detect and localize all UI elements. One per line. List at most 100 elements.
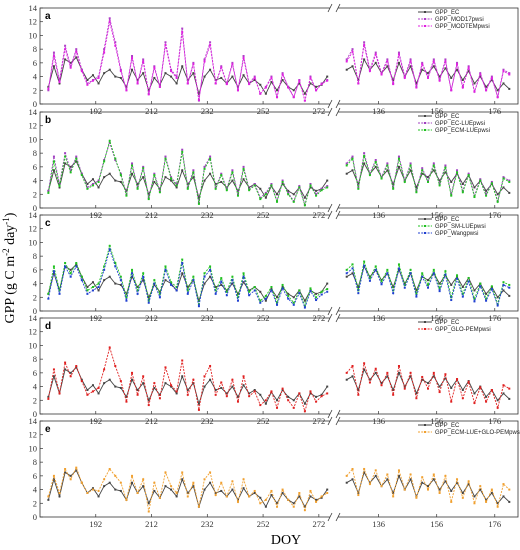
data-point-GPP_EC-LUEpwsi [231, 169, 234, 172]
data-point-GPP_SM-LUEpwsi [103, 265, 106, 268]
data-point-GPP_GLO-PEMpwsi [432, 371, 435, 374]
data-point-GPP_Wangpwsi [496, 304, 499, 307]
data-point-GPP_EC [97, 186, 100, 189]
data-point-GPP_ECM-LUEpwsi [485, 194, 488, 197]
data-point-GPP_EC [502, 495, 505, 498]
data-point-GPP_ECM-LUE+GLO-PEMpwsi [52, 474, 55, 477]
y-tick-label: 10 [29, 134, 38, 144]
data-point-GPP_GLO-PEMpwsi [131, 371, 134, 374]
data-point-GPP_SM-LUEpwsi [485, 297, 488, 300]
data-point-GPP_Wangpwsi [69, 275, 72, 278]
data-point-GPP_SM-LUEpwsi [438, 287, 441, 290]
data-point-GPP_MOD17pwsi [444, 58, 447, 61]
data-point-GPP_SM-LUEpwsi [490, 285, 493, 288]
y-tick-label: 4 [33, 279, 38, 289]
data-point-GPP_GLO-PEMpwsi [108, 346, 111, 349]
data-point-GPP_EC [153, 386, 156, 389]
data-point-GPP_EC [303, 299, 306, 302]
axis-break-mask-bottom [330, 412, 338, 416]
data-point-GPP_ECM-LUEpwsi [357, 187, 360, 190]
data-point-GPP_EC [203, 179, 206, 182]
data-point-GPP_EC [315, 292, 318, 295]
data-point-GPP_Wangpwsi [186, 292, 189, 295]
data-point-GPP_MODTEMpwsi [131, 57, 134, 60]
data-point-GPP_GLO-PEMpwsi [164, 366, 167, 369]
data-point-GPP_MOD17pwsi [253, 75, 256, 78]
data-point-GPP_EC [214, 389, 217, 391]
data-point-GPP_GLO-PEMpwsi [508, 387, 511, 390]
data-point-GPP_EC [351, 375, 354, 378]
data-point-GPP_EC [264, 299, 267, 302]
data-point-GPP_Wangpwsi [58, 292, 61, 295]
data-point-GPP_EC-LUEpwsi [467, 172, 470, 175]
data-point-GPP_EC-LUEpwsi [309, 183, 312, 185]
legend-label: GPP_ECM-LUEpwsi [435, 128, 490, 134]
data-point-GPP_GLO-PEMpwsi [270, 390, 273, 393]
data-point-GPP_SM-LUEpwsi [214, 289, 217, 292]
data-point-GPP_EC [315, 498, 318, 501]
data-point-GPP_EC [119, 76, 122, 79]
data-point-GPP_Wangpwsi [119, 279, 122, 282]
data-point-GPP_EC [214, 492, 217, 494]
data-point-GPP_ECM-LUEpwsi [64, 155, 67, 158]
data-point-GPP_Wangpwsi [192, 279, 195, 282]
data-point-GPP_EC [231, 282, 234, 285]
axis-break-mark [335, 306, 341, 316]
data-point-GPP_MODTEMpwsi [357, 82, 360, 85]
data-point-GPP_ECM-LUE+GLO-PEMpwsi [292, 505, 295, 508]
data-point-GPP_MODTEMpwsi [421, 63, 424, 66]
data-point-GPP_EC [292, 399, 295, 402]
data-point-GPP_EC [276, 296, 279, 299]
data-point-GPP_ECM-LUEpwsi [186, 187, 189, 190]
data-point-GPP_ECM-LUEpwsi [236, 194, 239, 197]
data-point-GPP_ECM-LUEpwsi [461, 191, 464, 194]
data-point-GPP_MODTEMpwsi [125, 89, 128, 92]
data-point-GPP_MODTEMpwsi [108, 20, 111, 23]
data-point-GPP_EC [326, 385, 329, 388]
data-point-GPP_Wangpwsi [170, 283, 173, 286]
data-point-GPP_EC [508, 500, 511, 503]
data-point-GPP_ECM-LUE+GLO-PEMpwsi [450, 500, 453, 503]
data-point-GPP_ECM-LUE+GLO-PEMpwsi [158, 496, 161, 499]
data-point-GPP_ECM-LUEpwsi [287, 193, 290, 196]
data-point-GPP_EC [386, 478, 389, 481]
data-point-GPP_EC [270, 288, 273, 291]
data-point-GPP_GLO-PEMpwsi [259, 404, 262, 407]
data-point-GPP_EC [181, 272, 184, 275]
y-tick-label: 2 [33, 395, 37, 405]
data-point-GPP_EC [380, 279, 383, 282]
data-point-GPP_EC [508, 87, 511, 90]
series-line-GPP_EC [346, 265, 510, 299]
data-point-GPP_MOD17pwsi [64, 44, 67, 47]
data-point-GPP_GLO-PEMpwsi [315, 400, 318, 403]
data-point-GPP_GLO-PEMpwsi [136, 393, 139, 396]
data-point-GPP_SM-LUEpwsi [209, 265, 212, 268]
data-point-GPP_MOD17pwsi [131, 55, 134, 57]
y-tick-label: 14 [29, 313, 38, 323]
data-point-GPP_ECM-LUEpwsi [131, 164, 134, 167]
x-tick-label: 272 [312, 519, 325, 529]
y-tick-label: 10 [29, 340, 38, 350]
data-point-GPP_EC [496, 89, 499, 92]
data-point-GPP_EC [108, 481, 111, 484]
data-point-GPP_EC-LUEpwsi [114, 159, 117, 161]
data-point-GPP_EC-LUEpwsi [368, 172, 371, 175]
data-point-GPP_SM-LUEpwsi [351, 263, 354, 266]
y-axis-title-superscript: -1 [1, 217, 11, 225]
data-point-GPP_SM-LUEpwsi [473, 297, 476, 300]
data-point-GPP_MOD17pwsi [181, 27, 184, 30]
data-point-GPP_EC-LUEpwsi [142, 165, 145, 168]
data-point-GPP_EC [326, 75, 329, 78]
data-point-GPP_MODTEMpwsi [432, 60, 435, 63]
data-point-GPP_MODTEMpwsi [363, 44, 366, 47]
axis-break-mask-top [330, 213, 338, 217]
data-point-GPP_ECM-LUE+GLO-PEMpwsi [326, 492, 329, 494]
data-point-GPP_GLO-PEMpwsi [456, 378, 459, 381]
data-point-GPP_GLO-PEMpwsi [415, 397, 418, 400]
data-point-GPP_ECM-LUE+GLO-PEMpwsi [421, 476, 424, 479]
data-point-GPP_SM-LUEpwsi [386, 268, 389, 271]
y-tick-label: 14 [29, 210, 38, 220]
data-point-GPP_EC [303, 196, 306, 199]
data-point-GPP_EC [320, 393, 323, 396]
